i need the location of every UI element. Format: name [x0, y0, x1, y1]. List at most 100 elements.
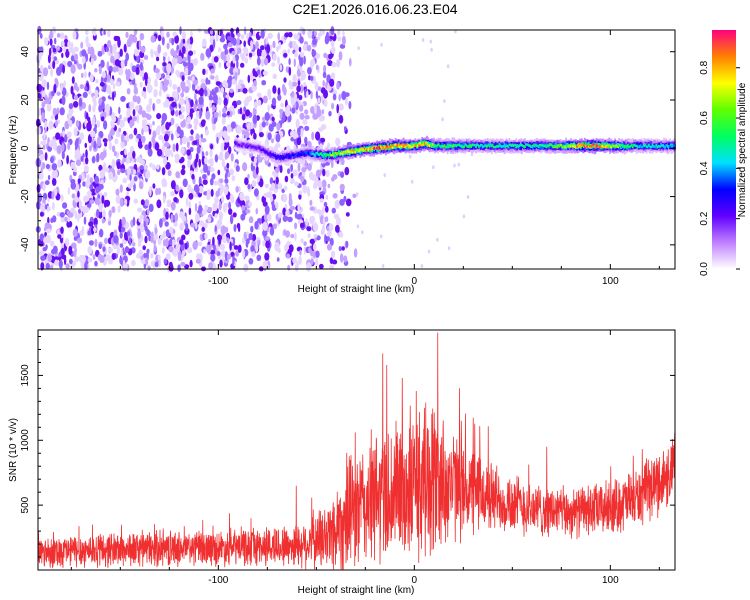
- noise-speck: [311, 174, 317, 182]
- noise-speck: [245, 209, 251, 214]
- noise-speck: [91, 225, 95, 235]
- noise-speck: [73, 46, 79, 52]
- noise-speck: [91, 156, 96, 164]
- noise-speck: [70, 64, 76, 74]
- noise-speck: [38, 108, 42, 117]
- signal-cell: [623, 144, 625, 147]
- noise-speck: [235, 83, 239, 94]
- noise-speck: [321, 179, 327, 188]
- noise-speck: [86, 121, 92, 132]
- noise-speck: [209, 178, 214, 186]
- noise-speck: [200, 52, 205, 61]
- signal-cell: [381, 146, 383, 150]
- signal-cell: [316, 152, 319, 158]
- noise-speck: [81, 49, 87, 57]
- noise-speck: [224, 151, 230, 159]
- noise-speck: [308, 247, 312, 253]
- signal-cell: [649, 141, 652, 148]
- noise-speck: [217, 96, 222, 106]
- noise-speck: [228, 36, 234, 42]
- signal-cell: [249, 144, 252, 147]
- noise-speck: [144, 165, 147, 170]
- noise-speck: [100, 59, 105, 66]
- signal-cell: [292, 154, 295, 159]
- noise-speck: [305, 218, 308, 227]
- noise-speck: [184, 67, 189, 76]
- noise-speck: [98, 104, 103, 113]
- signal-cell: [464, 143, 467, 146]
- signal-cell: [235, 142, 237, 146]
- noise-speck: [262, 221, 268, 231]
- noise-speck: [257, 99, 262, 107]
- noise-speck: [322, 206, 325, 214]
- signal-cell: [546, 144, 549, 147]
- noise-speck: [89, 73, 94, 83]
- noise-speck: [267, 104, 270, 113]
- noise-speck: [104, 167, 110, 173]
- noise-speck: [307, 233, 311, 239]
- signal-cell: [444, 146, 447, 149]
- colorbar-tick-label: 0.6: [699, 111, 710, 125]
- noise-speck: [222, 203, 227, 213]
- noise-speck: [73, 60, 77, 65]
- noise-speck: [161, 36, 165, 46]
- signal-cell: [573, 143, 575, 146]
- signal-cell: [341, 152, 344, 155]
- noise-speck: [52, 138, 57, 146]
- noise-speck: [61, 150, 65, 160]
- signal-cell: [428, 141, 430, 147]
- signal-cell: [285, 154, 288, 157]
- noise-speck: [92, 95, 97, 104]
- noise-speck: [157, 254, 161, 261]
- signal-cell: [399, 145, 402, 150]
- noise-speck: [244, 195, 250, 201]
- noise-speck: [152, 103, 155, 112]
- signal-cell: [259, 148, 262, 152]
- noise-speck: [113, 35, 118, 42]
- noise-speck: [309, 206, 315, 211]
- noise-speck: [94, 68, 98, 73]
- noise-speck: [173, 221, 178, 227]
- noise-speck: [144, 125, 147, 132]
- noise-speck: [226, 253, 232, 260]
- signal-cell: [537, 145, 540, 149]
- noise-speck: [57, 234, 62, 239]
- signal-cell: [446, 143, 449, 147]
- signal-cell: [438, 144, 441, 148]
- noise-speck: [51, 177, 57, 186]
- noise-speck: [67, 187, 71, 195]
- signal-cell: [413, 144, 416, 147]
- noise-speck: [470, 152, 474, 157]
- noise-speck: [95, 79, 99, 84]
- signal-cell: [637, 145, 640, 149]
- signal-cell: [514, 143, 517, 146]
- noise-speck: [126, 88, 131, 95]
- noise-speck: [53, 56, 58, 61]
- noise-speck: [160, 73, 166, 79]
- noise-speck: [94, 123, 97, 130]
- signal-cell: [620, 144, 622, 147]
- noise-speck: [42, 182, 46, 192]
- noise-speck: [154, 68, 160, 74]
- noise-speck: [166, 31, 170, 38]
- signal-cell: [399, 144, 402, 147]
- noise-speck: [289, 178, 294, 185]
- noise-speck: [349, 57, 352, 67]
- noise-speck: [42, 67, 49, 77]
- colorbar-tick-label: 0.4: [699, 161, 710, 175]
- noise-speck: [157, 125, 161, 130]
- noise-speck: [235, 165, 240, 172]
- signal-cell: [475, 145, 477, 149]
- signal-cell: [437, 144, 440, 149]
- noise-speck: [247, 74, 251, 84]
- noise-speck: [303, 241, 307, 247]
- noise-speck: [40, 64, 44, 73]
- signal-cell: [256, 146, 259, 150]
- noise-speck: [158, 89, 162, 97]
- noise-speck: [182, 178, 188, 188]
- noise-speck: [226, 237, 230, 244]
- signal-cell: [400, 144, 403, 148]
- noise-speck: [87, 257, 93, 263]
- noise-speck: [119, 218, 122, 228]
